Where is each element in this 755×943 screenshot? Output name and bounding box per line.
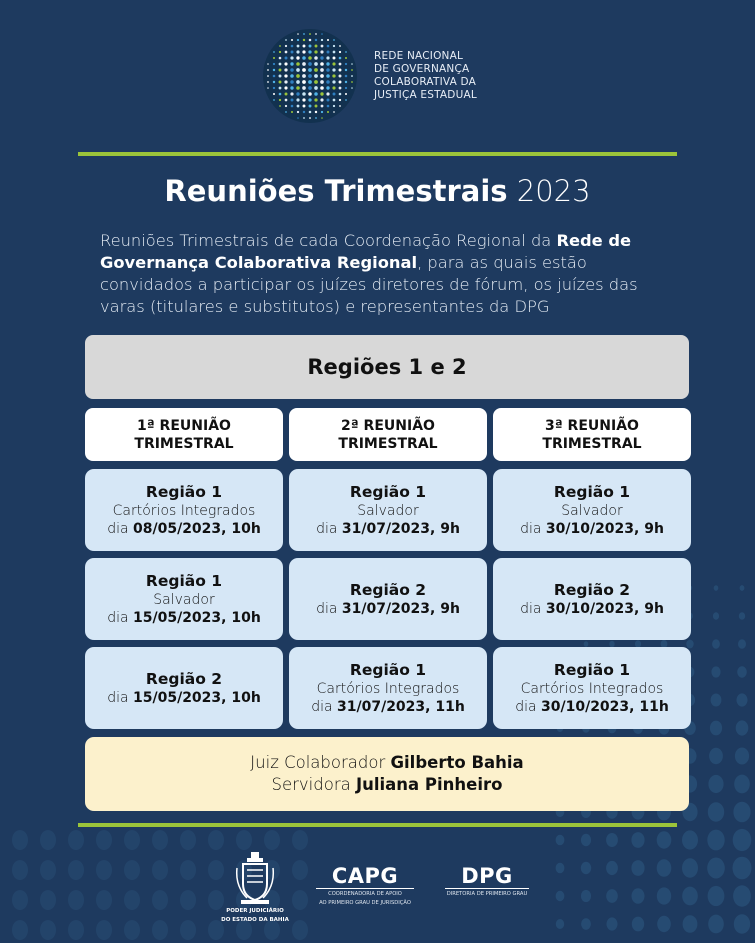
top-divider <box>78 152 677 156</box>
column-header-1: 1ª REUNIÃO TRIMESTRAL <box>85 408 283 461</box>
column-header-line: TRIMESTRAL <box>134 435 234 452</box>
date-value: 30/10/2023, 11h <box>541 698 669 715</box>
date-value: 31/07/2023, 9h <box>341 600 460 617</box>
meeting-region: Região 1 <box>349 660 427 679</box>
meeting-place: Cartórios Integrados <box>112 502 256 519</box>
date-value: 31/07/2023, 11h <box>337 698 465 715</box>
meeting-date: dia 08/05/2023, 10h <box>107 520 261 539</box>
meeting-region: Região 1 <box>553 482 631 501</box>
org-name: REDE NACIONAL DE GOVERNANÇA COLABORATIVA… <box>374 50 524 102</box>
meeting-date: dia 31/07/2023, 11h <box>311 698 465 717</box>
collaborators-box: Juiz Colaborador Gilberto Bahia Servidor… <box>85 737 689 811</box>
date-value: 08/05/2023, 10h <box>133 520 261 537</box>
column-header-line: 3ª REUNIÃO <box>545 417 639 434</box>
meeting-region: Região 1 <box>349 482 427 501</box>
meeting-card: Região 1 Salvador dia 15/05/2023, 10h <box>85 558 283 640</box>
judge-line: Juiz Colaborador Gilberto Bahia <box>250 752 523 774</box>
date-value: 30/10/2023, 9h <box>545 600 664 617</box>
org-line: REDE NACIONAL <box>374 50 464 62</box>
column-header-line: 1ª REUNIÃO <box>137 417 231 434</box>
column-header-3: 3ª REUNIÃO TRIMESTRAL <box>493 408 691 461</box>
day-label: dia <box>515 698 541 715</box>
header: REDE NACIONAL DE GOVERNANÇA COLABORATIVA… <box>262 28 524 124</box>
capg-title: CAPG <box>315 864 415 889</box>
intro-text: , para as quais estão convidados a parti… <box>100 253 638 316</box>
regions-banner: Regiões 1 e 2 <box>85 335 689 399</box>
column-header-line: TRIMESTRAL <box>338 435 438 452</box>
meeting-region: Região 1 <box>553 660 631 679</box>
meeting-date: dia 31/07/2023, 9h <box>316 520 460 539</box>
page-title: Reuniões Trimestrais 2023 <box>0 172 755 210</box>
meeting-card: Região 1 Cartórios Integrados dia 31/07/… <box>289 647 487 729</box>
meeting-date: dia 30/10/2023, 9h <box>520 600 664 619</box>
meeting-region: Região 1 <box>145 482 223 501</box>
meeting-region: Região 1 <box>145 571 223 590</box>
meeting-card: Região 1 Cartórios Integrados dia 08/05/… <box>85 469 283 551</box>
meeting-date: dia 15/05/2023, 10h <box>107 689 261 708</box>
staff-role: Servidora <box>271 775 356 794</box>
day-label: dia <box>107 520 133 537</box>
footer-logos: PODER JUDICIÁRIO DO ESTADO DA BAHIA CAPG… <box>0 850 755 930</box>
day-label: dia <box>316 520 342 537</box>
day-label: dia <box>316 600 342 617</box>
meeting-card: Região 2 dia 31/07/2023, 9h <box>289 558 487 640</box>
staff-name: Juliana Pinheiro <box>355 775 503 794</box>
intro-paragraph: Reuniões Trimestrais de cada Coordenação… <box>100 230 680 318</box>
intro-text: Reuniões Trimestrais de cada Coordenação… <box>100 231 557 250</box>
date-value: 30/10/2023, 9h <box>545 520 664 537</box>
day-label: dia <box>311 698 337 715</box>
meeting-region: Região 2 <box>349 580 427 599</box>
date-value: 31/07/2023, 9h <box>341 520 460 537</box>
meeting-region: Região 2 <box>553 580 631 599</box>
capg-logo: CAPG COORDENADORIA DE APOIO AO PRIMEIRO … <box>305 864 425 907</box>
meeting-place: Salvador <box>153 591 215 608</box>
dpg-logo: DPG DIRETORIA DE PRIMEIRO GRAU <box>437 864 537 898</box>
day-label: dia <box>520 600 546 617</box>
judge-name: Gilberto Bahia <box>390 753 524 772</box>
meeting-place: Cartórios Integrados <box>520 680 664 697</box>
title-year: 2023 <box>516 174 591 208</box>
capg-subtitle: COORDENADORIA DE APOIO <box>328 891 402 897</box>
intro-bold-text: Rede de Governança Colaborativa Regional <box>100 231 632 272</box>
pj-label: DO ESTADO DA BAHIA <box>221 917 289 923</box>
column-header-line: TRIMESTRAL <box>542 435 642 452</box>
coat-of-arms-icon <box>235 852 275 904</box>
org-line: JUSTIÇA ESTADUAL <box>374 89 477 101</box>
globe-logo-icon <box>263 29 357 123</box>
meeting-date: dia 30/10/2023, 9h <box>520 520 664 539</box>
meeting-place: Cartórios Integrados <box>316 680 460 697</box>
day-label: dia <box>107 689 133 706</box>
day-label: dia <box>107 609 133 626</box>
title-text: Reuniões Trimestrais <box>164 174 508 208</box>
capg-subtitle: AO PRIMEIRO GRAU DE JURISDIÇÃO <box>319 900 411 906</box>
org-line: COLABORATIVA DA <box>374 76 477 88</box>
meeting-card: Região 1 Cartórios Integrados dia 30/10/… <box>493 647 691 729</box>
dpg-subtitle: DIRETORIA DE PRIMEIRO GRAU <box>446 891 528 897</box>
column-header-2: 2ª REUNIÃO TRIMESTRAL <box>289 408 487 461</box>
org-line: DE GOVERNANÇA <box>374 63 470 75</box>
meeting-date: dia 31/07/2023, 9h <box>316 600 460 619</box>
day-label: dia <box>520 520 546 537</box>
dpg-title: DPG <box>445 864 529 889</box>
meeting-card: Região 1 Salvador dia 30/10/2023, 9h <box>493 469 691 551</box>
meeting-place: Salvador <box>357 502 419 519</box>
judge-role: Juiz Colaborador <box>250 753 391 772</box>
pj-label: PODER JUDICIÁRIO <box>226 908 284 914</box>
date-value: 15/05/2023, 10h <box>133 689 261 706</box>
meeting-card: Região 1 Salvador dia 31/07/2023, 9h <box>289 469 487 551</box>
meeting-card: Região 2 dia 30/10/2023, 9h <box>493 558 691 640</box>
date-value: 15/05/2023, 10h <box>133 609 261 626</box>
meeting-place: Salvador <box>561 502 623 519</box>
staff-line: Servidora Juliana Pinheiro <box>272 774 503 796</box>
bottom-divider <box>78 823 677 827</box>
meeting-region: Região 2 <box>145 669 223 688</box>
column-header-line: 2ª REUNIÃO <box>341 417 435 434</box>
meeting-card: Região 2 dia 15/05/2023, 10h <box>85 647 283 729</box>
meeting-date: dia 30/10/2023, 11h <box>515 698 669 717</box>
meeting-date: dia 15/05/2023, 10h <box>107 609 261 628</box>
poder-judiciario-logo: PODER JUDICIÁRIO DO ESTADO DA BAHIA <box>220 850 290 924</box>
